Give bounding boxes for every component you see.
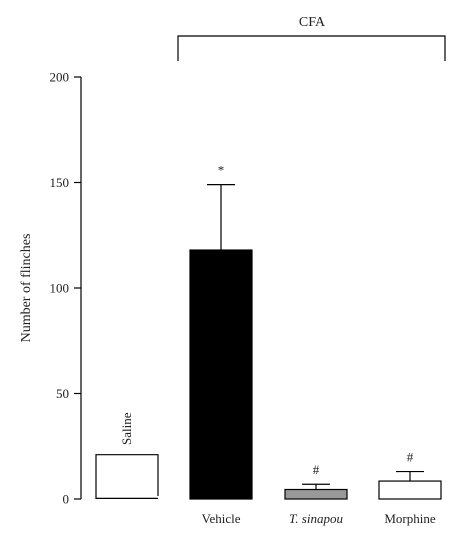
axes: 0 50 100 150 200 (50, 70, 82, 507)
cfa-group-bracket: CFA (177, 15, 446, 61)
y-tick-label: 0 (63, 492, 70, 507)
bar-morphine (378, 480, 442, 500)
category-label: T. sinapou (289, 511, 343, 526)
y-tick-label: 100 (50, 281, 70, 296)
bar-t-sinapou (284, 488, 348, 500)
category-label: Morphine (384, 511, 436, 526)
y-axis-label: Number of flinches (19, 234, 34, 343)
y-tick-label: 200 (50, 70, 70, 85)
significance-marker: # (407, 450, 414, 465)
category-label-saline: Saline (119, 412, 134, 445)
y-tick-label: 50 (56, 386, 69, 401)
saline-bracket (95, 454, 159, 499)
cfa-group-label: CFA (299, 15, 326, 30)
significance-marker: # (313, 462, 320, 477)
significance-marker: * (218, 163, 225, 178)
bars-group: Saline * Vehicle # T. sinapou # Morphine (95, 163, 442, 526)
y-tick-label: 150 (50, 175, 70, 190)
bar-vehicle (189, 249, 253, 500)
category-label: Vehicle (202, 511, 241, 526)
